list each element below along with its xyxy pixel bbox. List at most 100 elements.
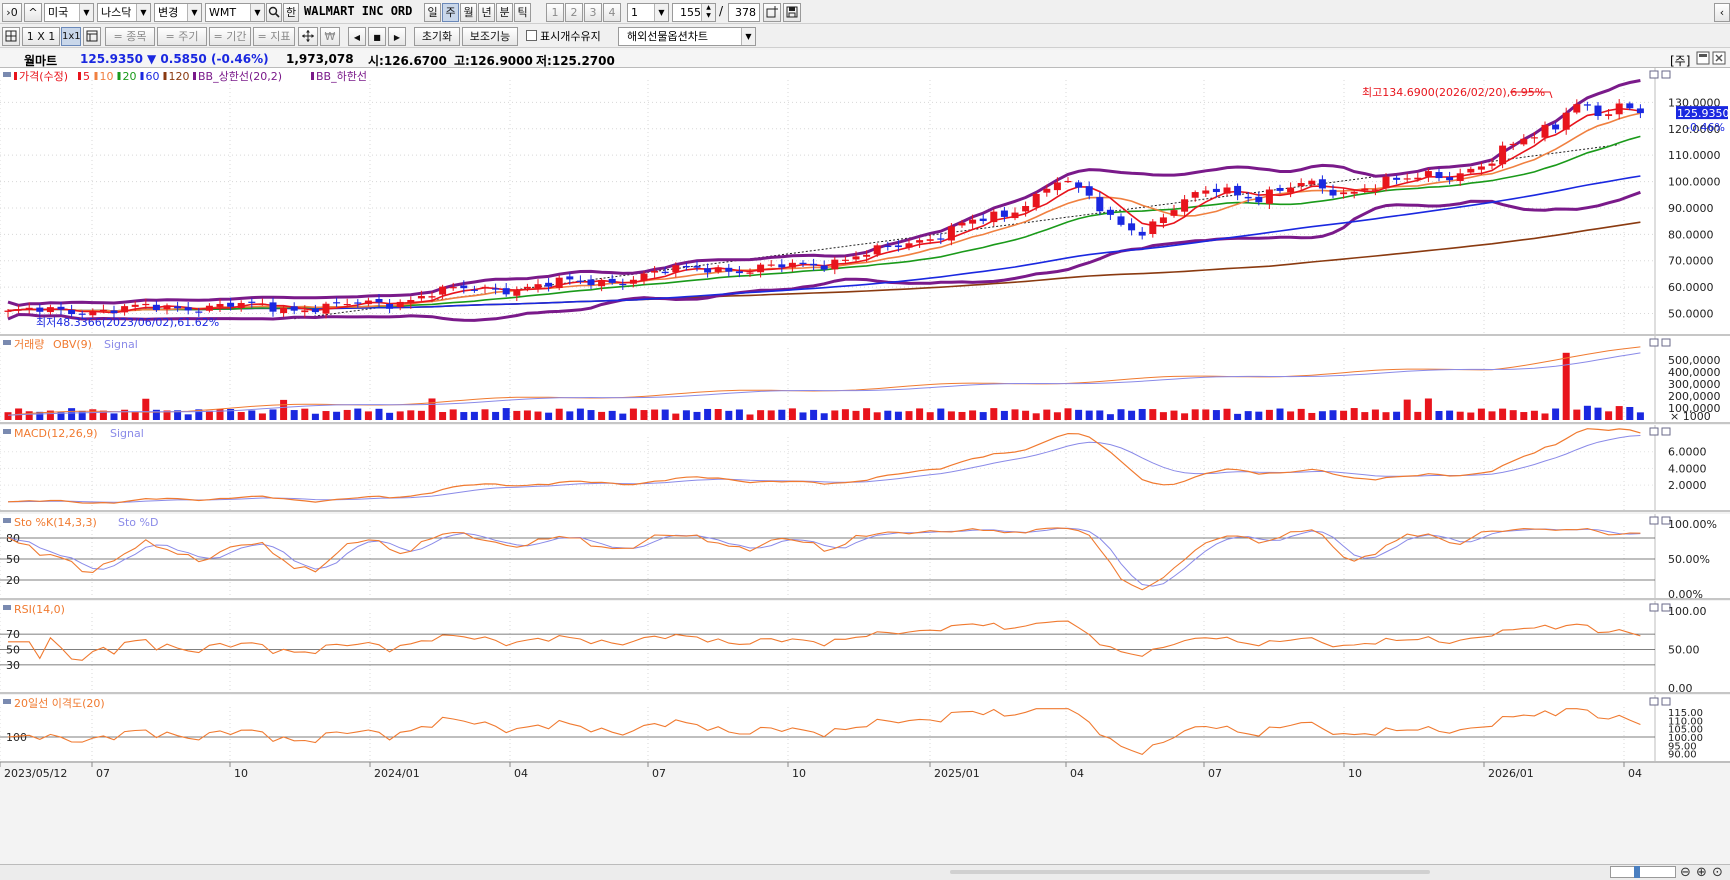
range-button[interactable]: = 기간 — [209, 27, 251, 46]
low-annotation: 최저48.3366(2023/06/02),61.62% — [36, 316, 219, 329]
zoom-out-icon[interactable]: ⊖ — [1680, 865, 1691, 880]
stoch-d-line — [7, 527, 1641, 587]
candle-body — [1106, 209, 1114, 215]
zoom-slider[interactable] — [1610, 866, 1676, 878]
volume-bar — [1159, 412, 1167, 420]
rsi-legend-item: RSI(14,0) — [14, 603, 65, 616]
interval-value: 1 — [631, 6, 638, 19]
chart-type-select[interactable]: 해외선물옵션차트 ▼ — [618, 27, 756, 46]
number-tab-1[interactable]: 1 — [546, 3, 564, 22]
window-buttons[interactable] — [1696, 51, 1728, 68]
layout-select-button[interactable]: 1x1 — [61, 27, 81, 46]
volume-bar — [1477, 408, 1485, 420]
prev-button[interactable]: ◀ — [348, 27, 366, 46]
period-tab-3[interactable]: 년 — [478, 3, 495, 22]
move-button[interactable] — [298, 27, 318, 46]
candle-body — [969, 219, 977, 224]
grid-icon — [5, 30, 17, 42]
aux-function-button[interactable]: 보조기능 — [462, 27, 518, 46]
count-stepper[interactable]: 155 ▲ ▼ — [672, 3, 716, 22]
volume-bar — [110, 413, 118, 420]
price-tick-label: 50.0000 — [1668, 308, 1714, 321]
rsi-level-label: 70 — [6, 628, 20, 641]
layout-1x1-button[interactable]: 1 X 1 — [22, 27, 60, 46]
save-button[interactable] — [783, 3, 801, 22]
period-tab-1[interactable]: 주 — [442, 3, 459, 22]
candle-body — [937, 238, 945, 240]
country-value: 미국 — [48, 6, 69, 19]
volume-bar — [1499, 408, 1507, 420]
panel-close-icon — [1661, 70, 1671, 79]
grid-button[interactable] — [2, 27, 20, 46]
candle-body — [799, 262, 807, 264]
volume-bar — [1000, 410, 1008, 420]
search-button[interactable] — [266, 3, 282, 22]
next-button[interactable]: ▶ — [388, 27, 406, 46]
macd-legend-item: Signal — [110, 427, 144, 440]
volume-bar — [1032, 413, 1040, 420]
currency-button[interactable]: ₩ — [320, 27, 340, 46]
stock-button[interactable]: = 종목 — [105, 27, 155, 46]
zoom-slider-knob[interactable] — [1634, 866, 1640, 878]
han-button[interactable]: 한 — [283, 3, 299, 22]
volume-bar — [545, 412, 553, 420]
zoom-reset-icon[interactable]: ⊙ — [1712, 865, 1723, 880]
volume-bar — [1615, 406, 1623, 420]
candle-body — [301, 310, 309, 313]
chevron-down-icon: ▼ — [79, 4, 93, 21]
candle-body — [523, 286, 531, 289]
candle-body — [439, 286, 447, 295]
country-select[interactable]: 미국 ▼ — [44, 3, 94, 22]
stop-button[interactable]: ■ — [368, 27, 386, 46]
window-controls-icon — [1696, 51, 1726, 65]
candle-body — [1138, 231, 1146, 236]
table-button[interactable] — [83, 27, 101, 46]
volume-bar — [311, 413, 319, 420]
volume-bar — [1043, 409, 1051, 420]
indicator-button[interactable]: = 지표 — [253, 27, 295, 46]
period-tab-0[interactable]: 일 — [424, 3, 441, 22]
panel-menu-icon — [3, 340, 11, 345]
interval-select[interactable]: 1 ▼ — [627, 3, 669, 22]
candle-body — [576, 280, 584, 282]
number-tab-2[interactable]: 2 — [565, 3, 583, 22]
ticker-input[interactable]: WMT ▼ — [205, 3, 265, 22]
candle-body — [46, 307, 54, 313]
panel-toggle-button[interactable]: ‹ — [1714, 3, 1730, 22]
candle-body — [1350, 191, 1358, 194]
change-select[interactable]: 변경 ▼ — [154, 3, 202, 22]
candle-body — [195, 311, 203, 313]
volume-bar — [1530, 410, 1538, 420]
reset-button[interactable]: 초기화 — [414, 27, 460, 46]
volume-bar — [916, 408, 924, 420]
number-tab-3[interactable]: 3 — [584, 3, 602, 22]
keep-count-checkbox[interactable] — [526, 30, 537, 41]
period-tab-5[interactable]: 틱 — [514, 3, 531, 22]
candle-body — [110, 310, 118, 314]
horizontal-scrollbar[interactable] — [950, 870, 1430, 874]
period-tab-2[interactable]: 월 — [460, 3, 477, 22]
price-legend-item: 가격(수정) — [19, 70, 68, 83]
candle-body — [1371, 189, 1379, 191]
chevron-down-icon: ▼ — [654, 4, 668, 21]
disparity-tick-label: 115.00 — [1668, 708, 1703, 719]
panel-close-icon — [1661, 603, 1671, 612]
volume-bar — [1117, 409, 1125, 420]
volume-bar — [290, 410, 298, 420]
candle-body — [163, 305, 171, 310]
price-tick-label: 100.0000 — [1668, 176, 1721, 189]
candle-body — [1297, 183, 1305, 187]
first-button[interactable]: ›0 — [2, 3, 22, 22]
volume-bar — [1138, 408, 1146, 420]
volume-bar — [1096, 410, 1104, 420]
volume-bar — [1435, 411, 1443, 420]
exchange-select[interactable]: 나스닥 ▼ — [97, 3, 151, 22]
zoom-in-icon[interactable]: ⊕ — [1696, 865, 1707, 880]
chart-area[interactable]: 130.0000120.0000110.0000100.000090.00008… — [0, 68, 1730, 864]
number-tab-4[interactable]: 4 — [603, 3, 621, 22]
up-button[interactable]: ^ — [24, 3, 42, 22]
period-button[interactable]: = 주기 — [157, 27, 207, 46]
new-window-button[interactable] — [763, 3, 781, 22]
period-tab-4[interactable]: 분 — [496, 3, 513, 22]
candle-body — [237, 302, 245, 309]
